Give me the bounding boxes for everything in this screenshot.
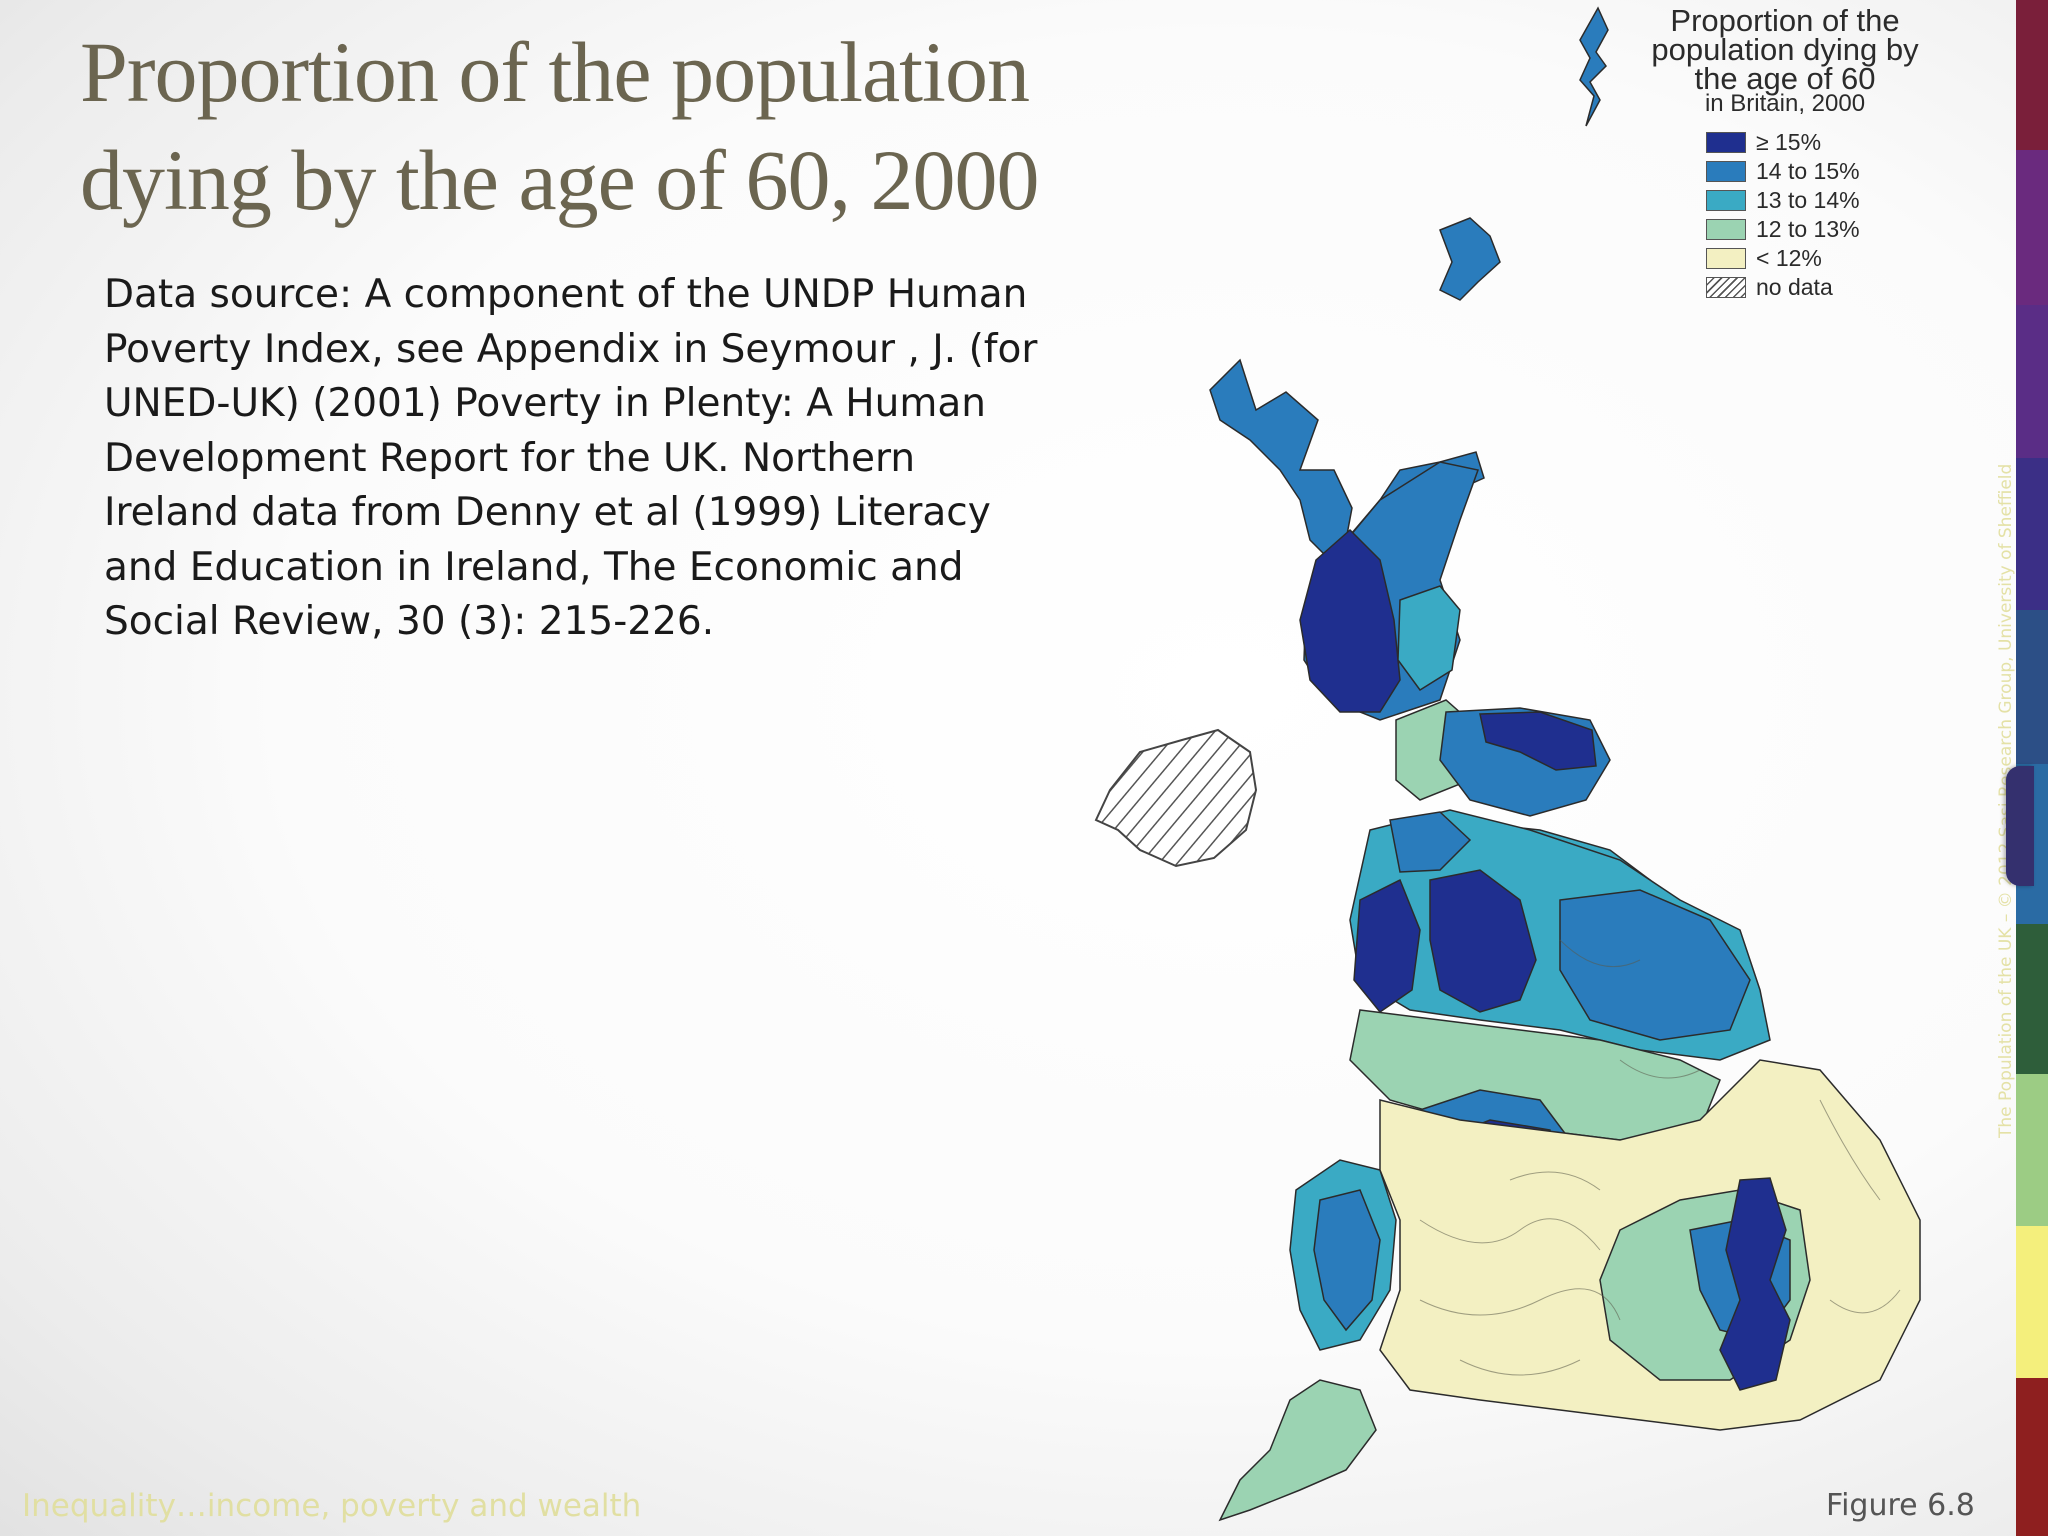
footer-section-title: Inequality…income, poverty and wealth	[22, 1488, 642, 1524]
cartogram-map	[1094, 6, 1921, 1522]
map-region-cumbria	[1389, 811, 1472, 873]
slide-title-line-2: dying by the age of 60, 2000	[80, 132, 1039, 228]
side-color-strip	[2016, 0, 2048, 1536]
strip-segment	[2016, 1074, 2048, 1226]
legend-swatch-hatched	[1706, 277, 1746, 298]
legend-subtitle: in Britain, 2000	[1704, 90, 1866, 117]
map-region-shetland	[1579, 6, 1609, 127]
legend-swatch	[1706, 161, 1746, 182]
legend-title-line: Proportion of the	[1670, 3, 1900, 38]
legend-items: ≥ 15% 14 to 15% 13 to 14% 12 to 13% < 12…	[1706, 128, 1860, 302]
strip-segment	[2016, 305, 2048, 458]
legend-title-line: population dying by	[1651, 32, 1919, 67]
legend-label: ≥ 15%	[1756, 129, 1822, 155]
legend-swatch	[1706, 132, 1746, 153]
map-region-wales-west	[1313, 1189, 1381, 1332]
legend-title-line: the age of 60	[1694, 61, 1876, 96]
legend-swatch	[1706, 219, 1746, 240]
region-boundaries	[1419, 939, 1901, 1376]
map-region-orkney	[1439, 217, 1501, 301]
source-line: Social Review, 30 (3): 215-226.	[104, 599, 715, 644]
map-region-scotland-west-glasgow	[1299, 528, 1401, 713]
strip-segment	[2016, 924, 2048, 1074]
strip-segment	[2016, 610, 2048, 764]
map-region-northern-ireland	[1094, 728, 1258, 868]
map-region-south-west-peninsula	[1218, 1379, 1377, 1522]
strip-segment	[2016, 1378, 2048, 1536]
source-line: Poverty Index, see Appendix in Seymour ,…	[104, 326, 1038, 372]
map-region-north-west-manchester	[1353, 878, 1421, 1014]
source-line: Data source: A component of the UNDP Hum…	[104, 272, 1028, 317]
map-region-lancashire	[1429, 869, 1537, 1013]
map-region-scotland-east	[1397, 585, 1461, 692]
legend-item: < 12%	[1706, 244, 1860, 273]
legend-label: no data	[1756, 274, 1833, 300]
legend-item: no data	[1706, 273, 1860, 302]
legend-title: Proportion of the population dying by th…	[1630, 3, 1940, 96]
source-line: and Education in Ireland, The Economic a…	[104, 544, 964, 590]
legend-item: 13 to 14%	[1706, 186, 1860, 215]
source-line: UNED-UK) (2001) Poverty in Plenty: A Hum…	[104, 381, 986, 426]
legend-label: 14 to 15%	[1756, 158, 1860, 184]
map-region-edinburgh-core	[1479, 711, 1597, 771]
source-line: Ireland data from Denny et al (1999) Lit…	[104, 490, 991, 535]
strip-segment	[2016, 0, 2048, 150]
legend-swatch	[1706, 248, 1746, 269]
legend-item: 14 to 15%	[1706, 157, 1860, 186]
section-marker-tab[interactable]	[2006, 766, 2034, 886]
legend-label: 13 to 14%	[1756, 187, 1860, 213]
map-region-yorkshire	[1559, 889, 1751, 1041]
data-source-text: Data source: A component of the UNDP Hum…	[104, 268, 1038, 650]
strip-segment	[2016, 150, 2048, 305]
slide-title-line-1: Proportion of the population	[80, 24, 1030, 120]
source-line: Development Report for the UK. Northern	[104, 435, 916, 481]
legend-item: 12 to 13%	[1706, 215, 1860, 244]
legend-label: 12 to 13%	[1756, 216, 1860, 242]
slide-title: Proportion of the population dying by th…	[80, 18, 1180, 234]
strip-segment	[2016, 458, 2048, 610]
strip-segment	[2016, 1226, 2048, 1378]
figure-label: Figure 6.8	[1826, 1488, 1975, 1523]
legend-item: ≥ 15%	[1706, 128, 1860, 157]
legend-swatch	[1706, 190, 1746, 211]
map-region-inner-london	[1719, 1177, 1791, 1391]
legend-label: < 12%	[1756, 245, 1822, 271]
